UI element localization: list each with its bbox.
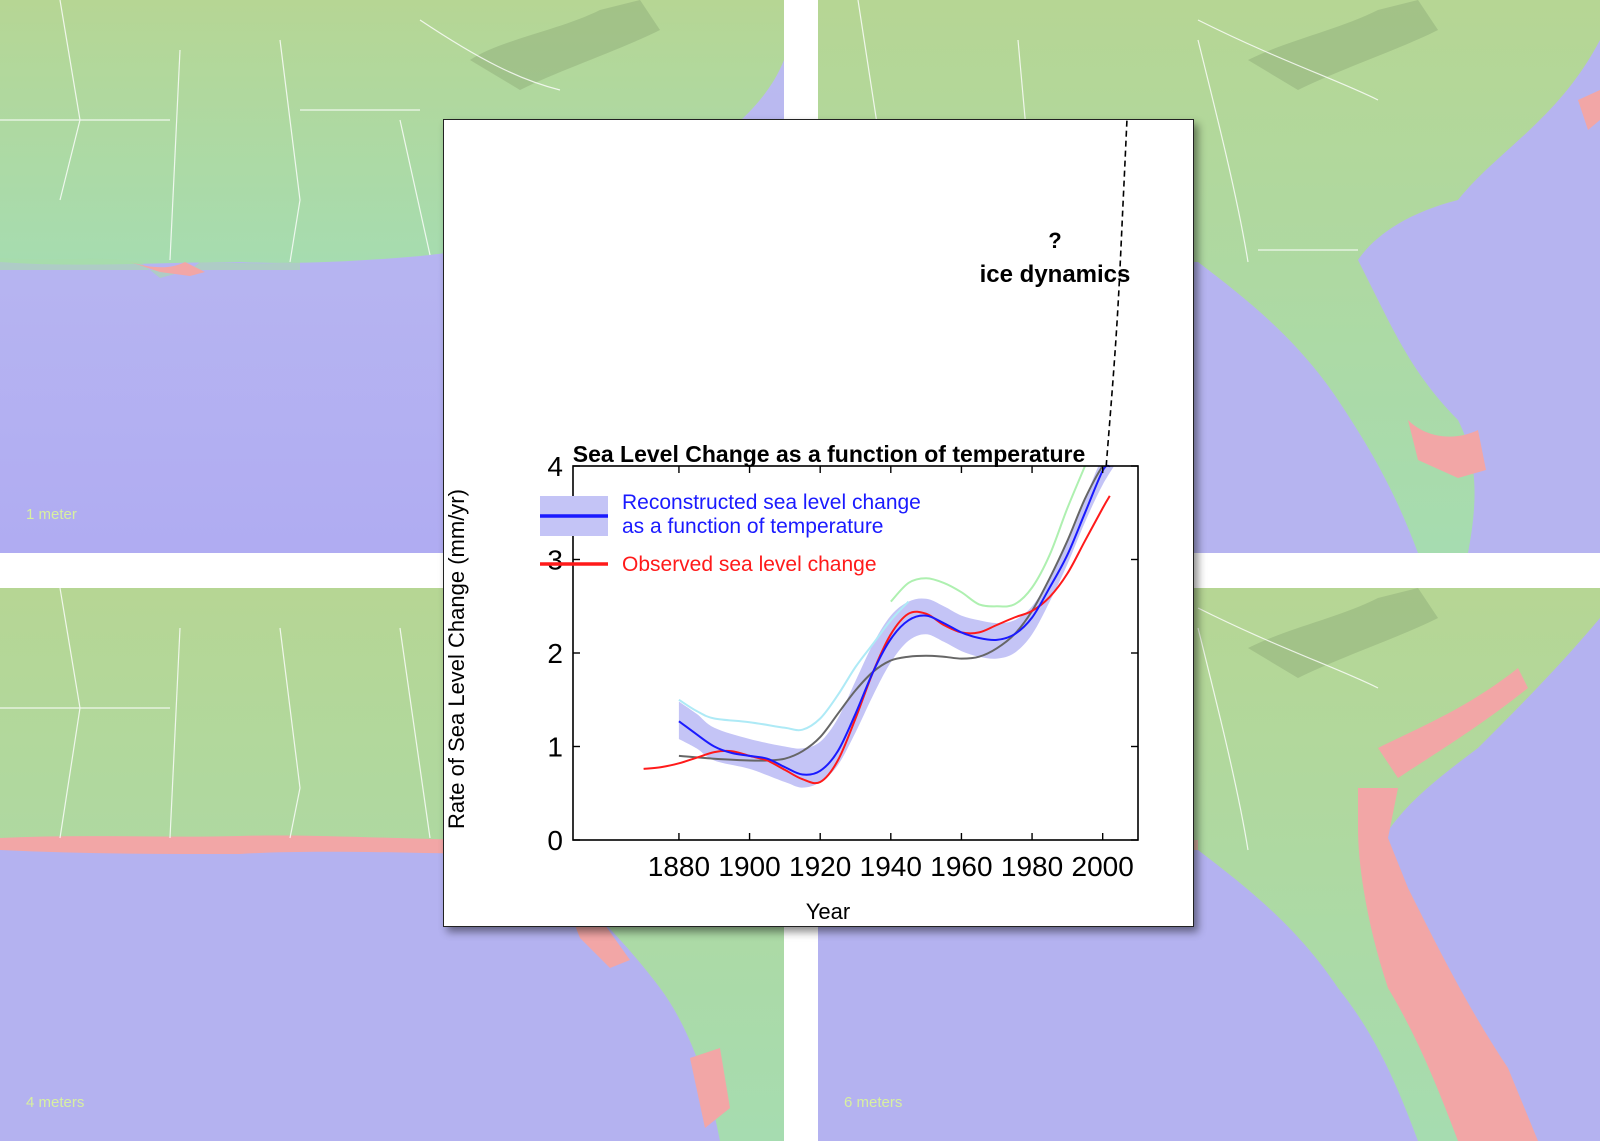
- x-tick-label: 1980: [1001, 851, 1063, 882]
- series-upper-bound-cyan: [678, 600, 910, 732]
- annotation-question: ?: [1048, 228, 1061, 253]
- x-axis-label: Year: [806, 899, 850, 924]
- chart-svg: ? ice dynamics Sea Level Change as a fun…: [444, 120, 1139, 924]
- map-label: 4 meters: [26, 1094, 85, 1111]
- y-tick-label: 2: [547, 638, 563, 669]
- legend-reconstructed-label-2: as a function of temperature: [622, 515, 884, 538]
- x-tick-label: 1880: [648, 851, 710, 882]
- y-tick-label: 0: [547, 825, 563, 856]
- x-tick-label: 1940: [860, 851, 922, 882]
- y-tick-label: 1: [547, 732, 563, 763]
- legend-reconstructed-label-1: Reconstructed sea level change: [622, 491, 921, 514]
- series-reconstructed: [678, 464, 1111, 776]
- x-tick-label: 1900: [718, 851, 780, 882]
- series-gray-model: [678, 466, 1104, 762]
- y-tick-label: 4: [547, 451, 563, 482]
- uncertainty-band: [678, 466, 1115, 788]
- map-label: 1 meter: [26, 506, 77, 523]
- x-tick-label: 1960: [930, 851, 992, 882]
- legend: Reconstructed sea level change as a func…: [540, 491, 921, 576]
- x-tick-label: 2000: [1072, 851, 1134, 882]
- chart-title: Sea Level Change as a function of temper…: [573, 441, 1086, 467]
- annotation-ice-dynamics: ice dynamics: [980, 261, 1131, 288]
- map-label: 6 meters: [844, 1094, 903, 1111]
- plot-area: 1880 1900 1920 1940 1960 1980 2000 0 1 2 3 4: [547, 120, 1139, 882]
- ice-dynamics-dashed-line: [1105, 120, 1128, 467]
- chart-card: ? ice dynamics Sea Level Change as a fun…: [443, 119, 1194, 927]
- x-tick-label: 1920: [789, 851, 851, 882]
- y-axis-label: Rate of Sea Level Change (mm/yr): [444, 489, 469, 829]
- legend-observed-label: Observed sea level change: [622, 553, 877, 576]
- y-tick-label: 3: [547, 545, 563, 576]
- series-upper-bound-green: [890, 466, 1086, 608]
